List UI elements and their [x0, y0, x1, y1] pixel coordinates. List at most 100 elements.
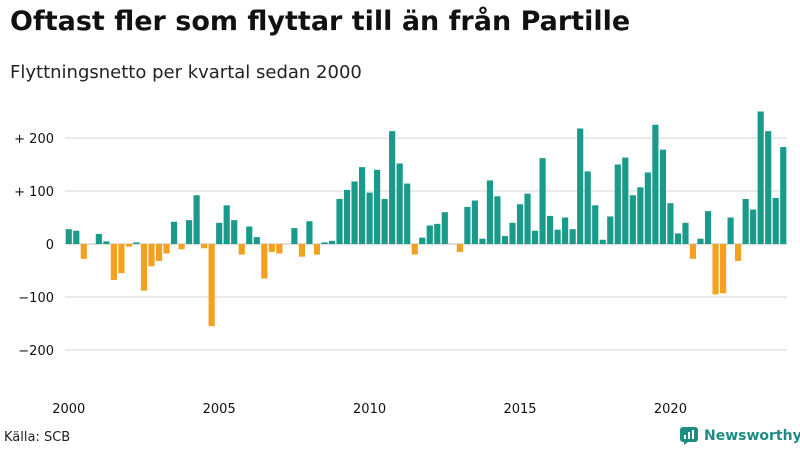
bar: [614, 164, 621, 244]
bar: [343, 189, 351, 244]
bar: [103, 241, 110, 244]
bar: [208, 244, 215, 327]
bar: [298, 244, 305, 257]
bar: [704, 211, 712, 244]
bar: [276, 244, 283, 254]
bar: [712, 244, 719, 295]
x-tick-label: 2000: [52, 402, 85, 417]
bar: [547, 215, 554, 244]
bar: [682, 222, 689, 244]
bar: [163, 244, 170, 254]
bar: [133, 242, 140, 244]
bar: [336, 198, 343, 244]
bar: [689, 244, 697, 259]
bar: [471, 200, 478, 244]
bar: [637, 187, 644, 244]
x-tick-label: 2015: [503, 402, 536, 417]
bar: [73, 230, 80, 244]
bar: [524, 193, 531, 244]
brand-name: Newsworthy: [704, 428, 800, 444]
bar: [95, 233, 102, 244]
chart-subtitle: Flyttningsnetto per kvartal sedan 2000: [10, 62, 362, 83]
bar: [396, 163, 403, 244]
bar: [238, 244, 245, 255]
bar: [291, 228, 298, 244]
bar: [434, 223, 441, 244]
bar: [140, 244, 148, 291]
bar: [757, 111, 764, 244]
bar: [554, 229, 561, 244]
bar: [509, 222, 516, 244]
bar: [65, 229, 72, 244]
bar: [727, 217, 734, 244]
bar: [479, 238, 486, 244]
bar: [464, 206, 471, 244]
bar: [80, 244, 87, 259]
bar: [501, 236, 509, 244]
bar: [750, 209, 757, 244]
bar: [719, 244, 727, 294]
bar: [374, 169, 381, 244]
bar: [772, 197, 779, 244]
y-tick-label: 0: [46, 238, 54, 253]
bar: [155, 244, 163, 261]
y-tick-label: −200: [18, 344, 54, 359]
bar: [178, 244, 185, 250]
newsworthy-logo-icon: [680, 427, 698, 445]
bar: [313, 244, 321, 255]
bar: [328, 240, 336, 244]
bar: [231, 220, 238, 244]
bar: [531, 230, 539, 244]
x-tick-label: 2020: [654, 402, 687, 417]
bar: [186, 220, 193, 244]
bar: [765, 131, 772, 244]
brand-logo: Newsworthy: [680, 427, 800, 445]
y-tick-label: + 200: [14, 132, 54, 147]
bar: [742, 198, 749, 244]
bar: [539, 158, 546, 244]
bar: [667, 203, 674, 244]
bar: [306, 221, 313, 244]
bar: [358, 167, 366, 244]
bar: [170, 221, 178, 244]
bar: [494, 196, 501, 244]
bar: [148, 244, 155, 267]
bar: [780, 147, 787, 244]
bar: [381, 198, 388, 244]
bar-chart: + 200 + 100 0 −100 −200 2000 2005 2010 2015 2020: [14, 111, 787, 417]
x-axis-ticks: 2000 2005 2010 2015 2020: [52, 402, 687, 417]
bar: [389, 131, 396, 244]
bar: [629, 195, 636, 244]
bar: [426, 225, 433, 244]
y-tick-label: + 100: [14, 185, 54, 200]
bar: [697, 238, 704, 244]
chart-title: Oftast fler som flyttar till än från Par…: [10, 6, 631, 37]
bar: [419, 237, 426, 244]
bar: [216, 222, 223, 244]
bar: [351, 181, 358, 244]
bar: [201, 244, 208, 249]
x-tick-label: 2005: [203, 402, 236, 417]
bar: [223, 205, 230, 244]
bar: [110, 244, 117, 281]
gridlines: [65, 137, 787, 351]
bar: [592, 205, 599, 244]
bar: [622, 157, 629, 244]
bar: [411, 244, 418, 255]
bar: [321, 242, 328, 244]
bar: [125, 244, 133, 247]
bar: [659, 149, 666, 244]
bar: [599, 239, 606, 244]
y-tick-label: −100: [18, 291, 54, 306]
bar: [516, 204, 524, 244]
bar: [644, 172, 651, 244]
bar: [652, 124, 659, 244]
x-tick-label: 2010: [353, 402, 386, 417]
bar: [404, 183, 411, 244]
bar: [577, 128, 584, 244]
bar: [735, 244, 742, 261]
bar: [441, 212, 448, 244]
bar: [562, 217, 569, 244]
bar: [607, 216, 614, 244]
bar: [584, 171, 591, 244]
